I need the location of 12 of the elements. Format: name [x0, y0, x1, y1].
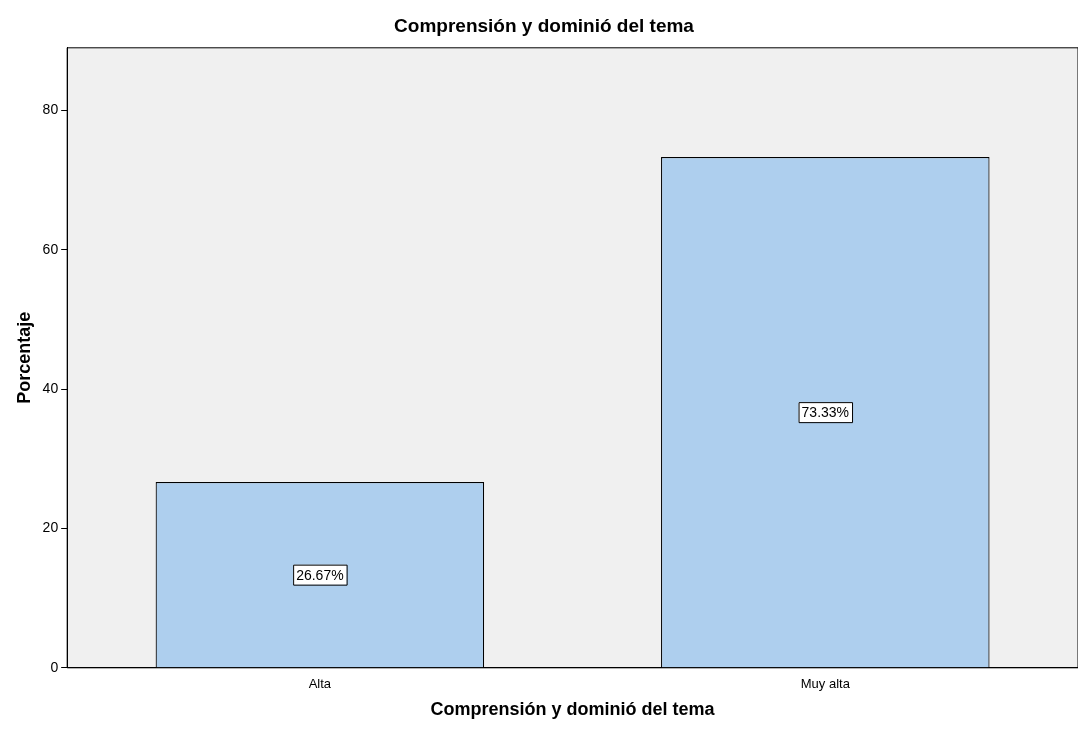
- data-label: 26.67%: [296, 566, 344, 583]
- y-tick-label: 20: [42, 519, 59, 536]
- y-axis-title: Porcentaje: [13, 311, 34, 404]
- y-tick-label: 60: [42, 240, 59, 257]
- x-tick-label: Alta: [308, 676, 332, 692]
- x-axis-title: Comprensión y dominió del tema: [430, 699, 716, 720]
- y-tick-label: 40: [42, 380, 59, 397]
- y-tick-label: 0: [50, 658, 59, 675]
- y-tick-label: 80: [42, 101, 59, 118]
- data-label: 73.33%: [801, 403, 850, 420]
- chart-title: Comprensión y dominió del tema: [394, 14, 695, 36]
- x-tick-label: Muy alta: [800, 676, 851, 692]
